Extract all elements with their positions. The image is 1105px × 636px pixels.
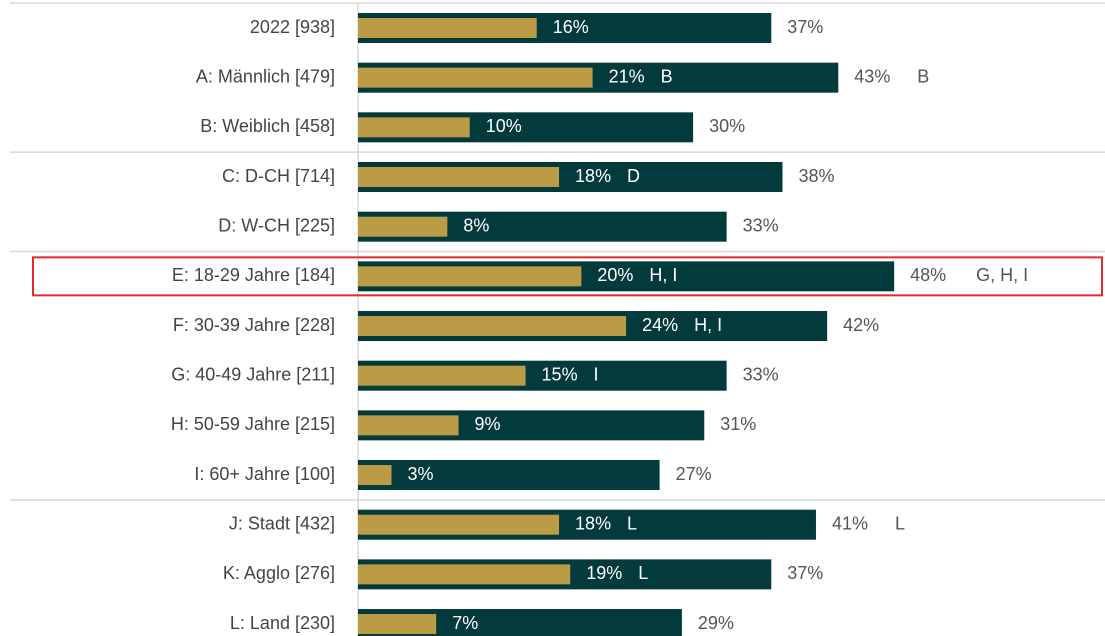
category-label: B: Weiblich [458] <box>200 116 335 136</box>
value-label: 8% <box>463 215 489 235</box>
bar <box>358 216 448 237</box>
value-label: 19% <box>586 563 622 583</box>
category-label: D: W-CH [225] <box>218 215 335 235</box>
category-label: A: Männlich [479] <box>196 66 335 86</box>
value-label: 20% <box>597 265 633 285</box>
bar <box>358 316 627 337</box>
value-label: 21% <box>609 66 645 86</box>
bar <box>358 18 537 38</box>
value-label: 37% <box>787 563 823 583</box>
bar <box>358 365 526 386</box>
value-label: 48% <box>910 265 946 285</box>
value-label: 18% <box>575 166 611 186</box>
category-label: 2022 [938] <box>250 17 335 37</box>
significance-label: H, I <box>649 265 677 285</box>
category-label: C: D-CH [714] <box>222 166 335 186</box>
significance-label: G, H, I <box>976 265 1028 285</box>
bar <box>358 514 560 535</box>
significance-label: B <box>661 66 673 86</box>
value-label: 37% <box>787 17 823 37</box>
value-label: 30% <box>709 116 745 136</box>
value-label: 33% <box>743 364 779 384</box>
bar <box>358 167 560 188</box>
category-label: K: Agglo [276] <box>223 563 335 583</box>
value-label: 29% <box>698 613 734 633</box>
bar <box>358 117 470 138</box>
significance-label: I <box>594 364 599 384</box>
value-label: 41% <box>832 513 868 533</box>
bar <box>358 564 571 585</box>
value-label: 24% <box>642 315 678 335</box>
value-label: 33% <box>743 215 779 235</box>
category-label: F: 30-39 Jahre [228] <box>173 315 335 335</box>
value-label: 16% <box>553 17 589 37</box>
value-label: 27% <box>676 464 712 484</box>
category-label: J: Stadt [432] <box>229 513 335 533</box>
value-label: 3% <box>408 464 434 484</box>
highlight-box <box>32 256 1103 297</box>
value-label: 15% <box>542 364 578 384</box>
bar <box>358 614 437 635</box>
category-label: L: Land [230] <box>230 613 335 633</box>
significance-label: L <box>638 563 648 583</box>
significance-label: L <box>895 513 905 533</box>
category-label: E: 18-29 Jahre [184] <box>172 265 335 285</box>
category-label: H: 50-59 Jahre [215] <box>171 414 335 434</box>
significance-label: D <box>627 166 640 186</box>
value-label: 43% <box>854 66 890 86</box>
category-label: G: 40-49 Jahre [211] <box>171 364 335 384</box>
significance-label: H, I <box>694 315 722 335</box>
category-label: I: 60+ Jahre [100] <box>194 464 335 484</box>
value-label: 42% <box>843 315 879 335</box>
bar <box>358 465 392 486</box>
value-label: 38% <box>798 166 834 186</box>
value-label: 7% <box>452 613 478 633</box>
significance-label: L <box>627 513 637 533</box>
value-label: 18% <box>575 513 611 533</box>
significance-label: B <box>917 66 929 86</box>
value-label: 10% <box>486 116 522 136</box>
bar <box>358 67 593 88</box>
bar <box>358 415 459 436</box>
bar <box>358 460 660 491</box>
value-label: 31% <box>720 414 756 434</box>
bar <box>358 266 582 287</box>
value-label: 9% <box>475 414 501 434</box>
